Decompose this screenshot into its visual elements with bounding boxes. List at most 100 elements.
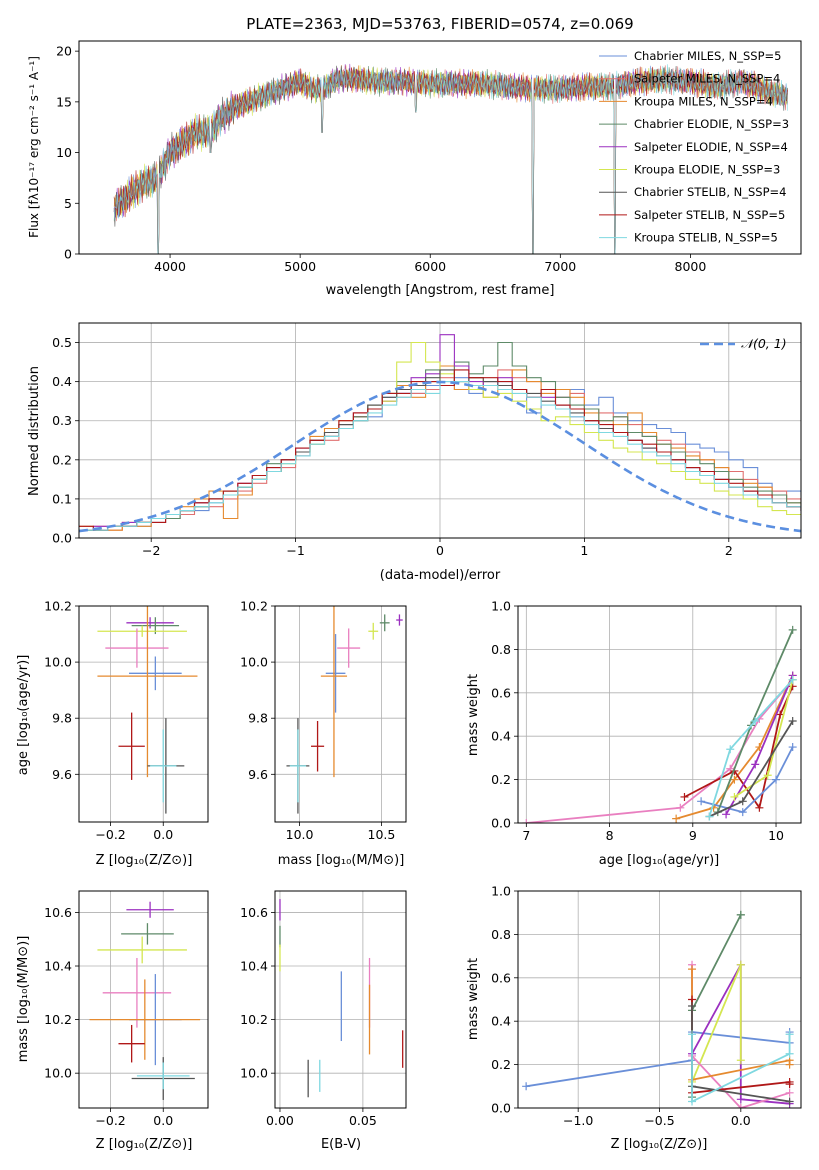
spectrum-frame	[78, 40, 802, 255]
legend-entry: Chabrier STELIB, N_SSP=4	[634, 185, 786, 199]
massZ-ylabel: mass [log₁₀(M/M⊙)]	[16, 936, 31, 1063]
mass-weight-point	[726, 745, 735, 754]
mass-weight-point	[785, 1088, 794, 1097]
mass-weight-vs-age-ytick-label: 0.2	[491, 772, 511, 787]
legend-entry: Salpeter STELIB, N_SSP=5	[634, 208, 785, 222]
mass-weight-point	[736, 1104, 745, 1108]
mass-weight-vs-Z-ytick-label: 0.6	[491, 970, 511, 985]
mass-weight-vs-age-xtick-label: 8	[606, 828, 614, 843]
mass-weight-point	[736, 1095, 745, 1104]
mass-weight-point	[672, 814, 681, 823]
wAge-ylabel: mass weight	[466, 674, 481, 756]
mass-weight-point	[772, 775, 781, 784]
residual-histogram-xtick-label: 0	[436, 543, 444, 558]
mass-weight-vs-Z-ytick-label: 0.8	[491, 927, 511, 942]
mass-weight-vs-age-ytick-label: 1.0	[491, 599, 511, 614]
mass-vs-Z-ytick-label: 10.4	[44, 959, 72, 974]
age-vs-Z-plot-area	[79, 606, 208, 822]
age-vs-Z-ytick-label: 9.8	[52, 711, 72, 726]
residual-histogram-ytick-label: 0.2	[52, 452, 72, 467]
mass-weight-point	[736, 910, 745, 919]
mass-vs-EBV-ytick-label: 10.4	[240, 959, 268, 974]
spectrum-plot-area	[113, 63, 788, 254]
residual-histogram-xtick-label: −2	[142, 543, 160, 558]
mass-weight-point	[738, 808, 747, 817]
spectrum-ytick-label: 20	[56, 44, 72, 59]
age-vs-Z-xtick-label: 0.0	[153, 827, 173, 842]
mass-weight-vs-age-xtick-label: 10	[768, 828, 784, 843]
spectrum-ylabel: Flux [fλ10⁻¹⁷ erg cm⁻² s⁻¹ A⁻¹]	[27, 56, 41, 238]
legend-entry: Salpeter MILES, N_SSP=4	[634, 72, 780, 86]
mass-weight-series-line	[700, 746, 794, 814]
massEBV-xlabel: E(B-V)	[321, 1137, 361, 1152]
legend-entry: Salpeter ELODIE, N_SSP=4	[634, 140, 788, 154]
mass-weight-vs-Z-xtick-label: −1.0	[563, 1113, 593, 1128]
mass-weight-point	[688, 1030, 697, 1039]
mass-vs-EBV-xtick-label: 0.05	[349, 1113, 377, 1128]
age-vs-Z-ytick-label: 9.6	[52, 767, 72, 782]
mass-weight-vs-metallicity-panel: Z [log₁₀(Z/Z⊙)] mass weight −1.0 −0.5 0.0 0…	[466, 884, 802, 1152]
mass-vs-Z-ytick-label: 10.6	[44, 905, 72, 920]
mass-vs-Z-ytick-label: 10.0	[44, 1066, 72, 1081]
mass-weight-vs-Z-xtick-label: −0.5	[644, 1113, 674, 1128]
mass-weight-point	[763, 771, 772, 780]
residual-histogram-panel: (data-model)/error Normed distribution −…	[27, 322, 802, 583]
histogram-series-step	[79, 369, 801, 531]
mass-weight-point	[788, 675, 797, 684]
legend-entry: 𝒩(0, 1)	[741, 336, 787, 351]
age-vs-mass-frame	[274, 605, 407, 823]
ageMass-xlabel: mass [log₁₀(M/M⊙)]	[278, 853, 405, 868]
mass-vs-EBV-ytick-label: 10.0	[240, 1066, 268, 1081]
mass-weight-vs-age-frame	[517, 605, 802, 824]
mass-weight-vs-Z-ytick-label: 0.0	[491, 1101, 511, 1116]
mass-weight-point	[726, 764, 735, 773]
mass-weight-vs-Z-xtick-label: 0.0	[731, 1113, 751, 1128]
spectrum-panel: wavelength [Angstrom, rest frame] Flux […	[27, 40, 802, 298]
mass-weight-point	[722, 810, 731, 819]
legend-entry: Kroupa STELIB, N_SSP=5	[634, 231, 778, 245]
mass-weight-point	[688, 965, 697, 974]
wZ-ylabel: mass weight	[466, 958, 481, 1040]
legend-entry: Kroupa MILES, N_SSP=4	[634, 94, 773, 108]
mass-vs-Z-xtick-label: −0.2	[95, 1113, 125, 1128]
mass-weight-point	[785, 1049, 794, 1058]
wZ-xlabel: Z [log₁₀(Z/Z⊙)]	[611, 1137, 708, 1152]
residual-histogram-xtick-label: 1	[580, 543, 588, 558]
mass-weight-point	[697, 797, 706, 806]
mass-weight-point	[755, 803, 764, 812]
mass-vs-EBV-plot-area	[275, 891, 406, 1108]
mass-weight-point	[738, 797, 747, 806]
mass-weight-point	[730, 792, 739, 801]
age-vs-mass-plot-area	[275, 606, 406, 822]
mass-vs-Z-ytick-label: 10.2	[44, 1012, 72, 1027]
residual-histogram-xtick-label: 2	[725, 543, 733, 558]
spectrum-ytick-label: 0	[64, 247, 72, 262]
mass-weight-vs-age-ytick-label: 0.4	[491, 729, 511, 744]
residual-histogram-plot-area	[79, 323, 801, 538]
mass-weight-point	[680, 792, 689, 801]
age-vs-mass-xtick-label: 10.5	[368, 827, 396, 842]
spectrum-ytick-label: 10	[56, 145, 72, 160]
spectrum-xtick-label: 6000	[414, 259, 446, 274]
mass-weight-point	[522, 819, 531, 823]
mass-weight-point	[785, 1097, 794, 1106]
mass-weight-point	[788, 717, 797, 726]
mass-weight-point	[676, 803, 685, 812]
mass-weight-point	[785, 1060, 794, 1069]
mass-weight-point	[785, 1030, 794, 1039]
mass-weight-vs-Z-plot-area	[518, 891, 801, 1108]
age-vs-Z-frame	[78, 605, 209, 823]
mass-weight-point	[736, 960, 745, 969]
spectrum-xtick-label: 7000	[544, 259, 576, 274]
mass-weight-vs-age-plot-area	[518, 606, 801, 823]
age-vs-mass-ytick-label: 10.2	[240, 599, 268, 614]
mass-weight-series-line	[708, 679, 794, 817]
massZ-xlabel: Z [log₁₀(Z/Z⊙)]	[96, 1137, 193, 1152]
mass-weight-vs-age-ytick-label: 0.8	[491, 642, 511, 657]
mass-vs-Z-xtick-label: 0.0	[153, 1113, 173, 1128]
mass-weight-vs-age-xtick-label: 7	[522, 828, 530, 843]
mass-weight-vs-Z-frame	[517, 890, 802, 1109]
spectrum-xlabel: wavelength [Angstrom, rest frame]	[326, 283, 555, 298]
histogram-series-step	[79, 377, 801, 531]
